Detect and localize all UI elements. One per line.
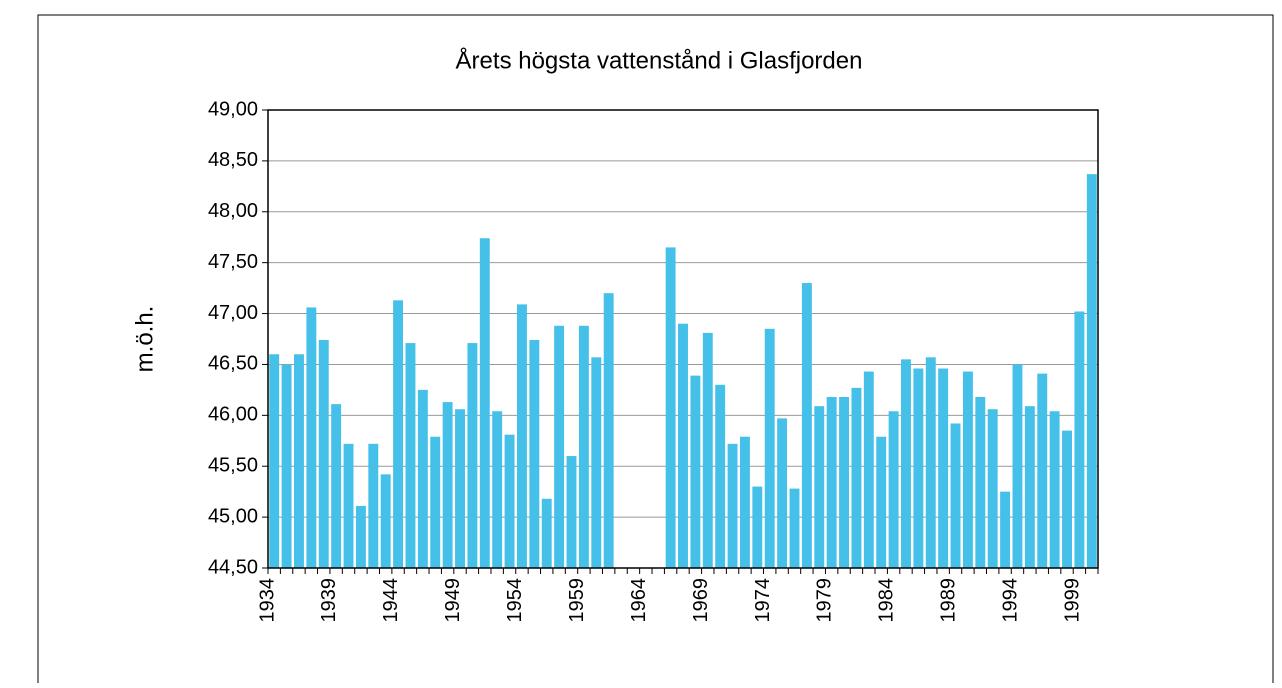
x-tick-label: 1944 [380,578,402,623]
bar [814,406,825,568]
bar [306,307,317,568]
bar [281,364,292,568]
bar [727,443,738,568]
x-tick-label: 1959 [566,578,588,623]
chart-border [37,14,1274,688]
y-tick-label: 45,50 [208,455,258,477]
y-tick-label: 48,50 [208,149,258,171]
bar [1062,430,1072,568]
bar [368,443,379,568]
bar [975,397,986,568]
y-tick-label: 46,00 [208,404,258,426]
bar [455,409,465,568]
bar [789,488,800,568]
bar [430,436,441,568]
x-tick-label: 1979 [814,578,836,623]
bar [901,359,911,568]
bar [1012,364,1023,568]
bar [678,323,688,568]
bar [690,375,701,568]
bar [442,402,453,568]
bar [591,357,602,568]
bar [739,436,750,568]
x-tick-label: 1994 [1000,578,1022,623]
bar [962,371,973,568]
bar [777,418,788,568]
bar [925,357,936,568]
bar [380,474,391,568]
bar [566,456,577,568]
bar [467,343,478,568]
x-tick-label: 1949 [442,578,464,623]
bar [504,434,515,568]
bar [752,486,763,568]
bar [529,340,540,568]
bar [517,304,527,568]
y-tick-label: 49,00 [208,98,258,120]
bar [578,325,589,568]
bar [417,389,428,568]
bar [343,443,354,568]
bar [888,411,899,568]
x-tick-label: 1999 [1062,578,1084,623]
bar [876,436,887,568]
bar [715,384,726,568]
chart-title: Årets högsta vattenstånd i Glasfjorden [456,46,863,74]
x-tick-label: 1964 [628,578,650,623]
bar [355,505,366,568]
x-tick-label: 1989 [938,578,960,623]
bar [1086,174,1097,568]
bar [987,409,998,568]
bar [1037,373,1048,568]
x-tick-label: 1984 [876,578,898,623]
bar [554,325,565,568]
y-axis-label: m.ö.h. [131,306,158,373]
bar [269,354,280,568]
bar [863,371,874,568]
bar [318,340,329,568]
y-tick-label: 44,50 [208,556,258,578]
bar [1074,311,1085,568]
x-tick-label: 1954 [504,578,526,623]
bar [950,423,961,568]
bar [826,397,837,568]
bar [603,293,614,568]
y-tick-label: 48,00 [208,200,258,222]
x-tick-label: 1974 [752,578,774,623]
x-tick-label: 1939 [318,578,340,623]
bar [801,283,812,568]
bar [1024,406,1035,568]
bar [541,498,552,568]
y-tick-label: 45,00 [208,505,258,527]
bar [1049,411,1060,568]
bar [331,404,342,568]
bar [913,368,924,568]
bar [702,332,713,568]
bar [479,238,490,569]
y-tick-label: 47,00 [208,302,258,324]
y-tick-label: 47,50 [208,251,258,273]
bar [839,397,849,568]
bar [851,387,862,568]
bar [294,354,304,568]
bar [938,368,949,568]
bar [665,247,676,568]
bar [764,328,775,568]
bar [1000,491,1011,568]
bar [492,411,503,568]
x-tick-label: 1969 [690,578,712,623]
bar [405,343,416,568]
bar [393,300,404,568]
plot-frame [267,109,1099,569]
y-tick-label: 46,50 [208,353,258,375]
x-tick-label: 1934 [256,578,278,623]
